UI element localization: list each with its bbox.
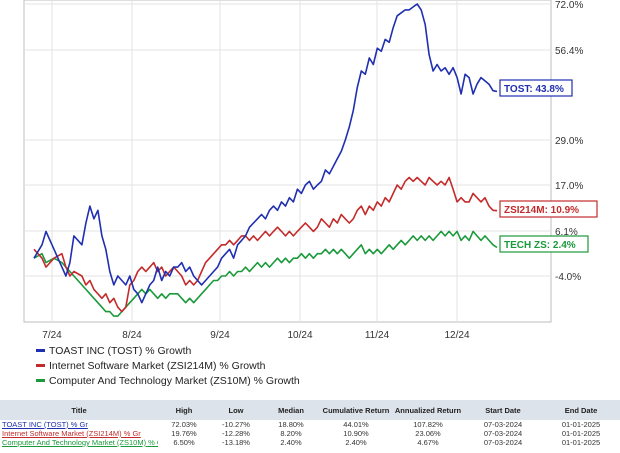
- cell-start-date: 07-03-2024: [483, 420, 523, 429]
- cell-median: 2.40%: [280, 438, 302, 447]
- y-tick-label: -4.0%: [555, 272, 581, 283]
- end-label-1: ZSI214M: 10.9%: [499, 200, 598, 218]
- cell-low: -12.28%: [222, 429, 250, 438]
- stats-header-row: Title High Low Median Cumulative Return …: [0, 400, 620, 420]
- header-end-date: End Date: [542, 400, 620, 420]
- row-title-link[interactable]: TOAST INC (TOST) % Gr: [2, 420, 88, 429]
- header-start-date: Start Date: [464, 400, 542, 420]
- cell-high: 72.03%: [171, 420, 197, 429]
- cell-annualized-return: 23.06%: [415, 429, 441, 438]
- y-tick-label: 72.0%: [555, 0, 583, 11]
- cell-median: 8.20%: [280, 429, 302, 438]
- table-row: Computer And Technology Market (ZS10M) %…: [0, 438, 620, 447]
- header-median: Median: [262, 400, 320, 420]
- end-label-box: [499, 79, 573, 97]
- legend-swatch-tost: [36, 349, 45, 352]
- end-label-2: TECH ZS: 2.4%: [499, 235, 589, 253]
- cell-low: -13.18%: [222, 438, 250, 447]
- header-title: Title: [0, 400, 158, 420]
- cell-high: 6.50%: [173, 438, 195, 447]
- series-line-0: [33, 3, 498, 304]
- end-label-box: [499, 200, 598, 218]
- x-tick-label: 9/24: [210, 330, 230, 341]
- cell-annualized-return: 107.82%: [413, 420, 443, 429]
- stats-table: Title High Low Median Cumulative Return …: [0, 400, 620, 447]
- plot-area: [23, 0, 552, 323]
- series-line-1: [33, 176, 498, 313]
- legend-item-tost[interactable]: TOAST INC (TOST) % Growth: [36, 343, 300, 358]
- table-row: TOAST INC (TOST) % Gr 72.03% -10.27% 18.…: [0, 420, 620, 429]
- header-annualized-return: Annualized Return: [392, 400, 464, 420]
- cell-start-date: 07-03-2024: [483, 429, 523, 438]
- end-label-box: [499, 235, 589, 253]
- table-row: Internet Software Market (ZSI214M) % Gr …: [0, 429, 620, 438]
- legend-label-zsi214m: Internet Software Market (ZSI214M) % Gro…: [49, 359, 266, 372]
- cell-end-date: 01-01-2025: [561, 429, 601, 438]
- cell-low: -10.27%: [222, 420, 250, 429]
- cell-end-date: 01-01-2025: [561, 438, 601, 447]
- cell-annualized-return: 4.67%: [417, 438, 439, 447]
- header-low: Low: [210, 400, 262, 420]
- legend-swatch-zsi214m: [36, 364, 45, 367]
- cell-cumulative-return: 10.90%: [343, 429, 369, 438]
- y-tick-label: 17.0%: [555, 181, 583, 192]
- chart-legend: TOAST INC (TOST) % Growth Internet Softw…: [36, 343, 300, 388]
- legend-label-zs10m: Computer And Technology Market (ZS10M) %…: [49, 374, 300, 387]
- cell-start-date: 07-03-2024: [483, 438, 523, 447]
- cell-end-date: 01-01-2025: [561, 420, 601, 429]
- y-tick-label: 56.4%: [555, 46, 583, 57]
- header-cumulative-return: Cumulative Return: [320, 400, 392, 420]
- legend-swatch-zs10m: [36, 379, 45, 382]
- x-tick-label: 12/24: [444, 330, 469, 341]
- cell-cumulative-return: 44.01%: [343, 420, 369, 429]
- x-tick-label: 11/24: [365, 330, 390, 341]
- axis-layer: 72.0% 56.4% 29.0% 17.0% 6.1% -4.0% 7/24 8/24 9/2…: [42, 0, 583, 341]
- legend-item-zsi214m[interactable]: Internet Software Market (ZSI214M) % Gro…: [36, 358, 300, 373]
- series-layer: [33, 3, 498, 317]
- end-label-text: TOST: 43.8%: [504, 84, 564, 95]
- x-tick-label: 8/24: [122, 330, 142, 341]
- legend-label-tost: TOAST INC (TOST) % Growth: [49, 344, 192, 357]
- cell-high: 19.76%: [171, 429, 197, 438]
- end-label-0: TOST: 43.8%: [499, 79, 573, 97]
- line-chart: 72.0% 56.4% 29.0% 17.0% 6.1% -4.0% 7/24 8/24 9/2…: [23, 0, 598, 341]
- cell-cumulative-return: 2.40%: [345, 438, 367, 447]
- legend-item-zs10m[interactable]: Computer And Technology Market (ZS10M) %…: [36, 373, 300, 388]
- x-tick-label: 10/24: [287, 330, 312, 341]
- header-high: High: [158, 400, 210, 420]
- row-title-link[interactable]: Computer And Technology Market (ZS10M) %…: [2, 438, 158, 447]
- x-tick-label: 7/24: [42, 330, 62, 341]
- end-label-text: TECH ZS: 2.4%: [504, 240, 576, 251]
- y-tick-label: 29.0%: [555, 136, 583, 147]
- row-title-link[interactable]: Internet Software Market (ZSI214M) % Gr: [2, 429, 141, 438]
- end-label-layer: TOST: 43.8% ZSI214M: 10.9% TECH ZS: 2.4%: [499, 79, 598, 253]
- y-tick-label: 6.1%: [555, 227, 578, 238]
- end-label-text: ZSI214M: 10.9%: [504, 205, 579, 216]
- cell-median: 18.80%: [278, 420, 304, 429]
